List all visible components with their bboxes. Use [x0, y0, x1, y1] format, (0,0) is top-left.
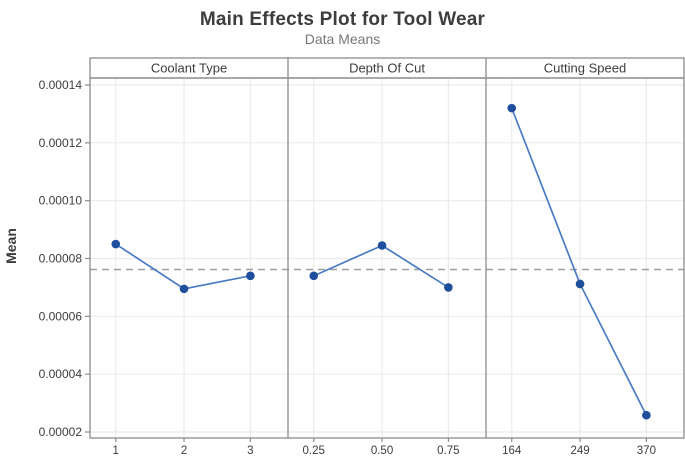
data-point [444, 283, 453, 292]
x-tick-label: 0.25 [303, 445, 325, 457]
panel-header-label: Depth Of Cut [349, 61, 425, 76]
chart-title: Main Effects Plot for Tool Wear [199, 9, 486, 30]
y-tick-label: 0.00006 [39, 309, 83, 323]
data-point [111, 239, 121, 249]
chart-subtitle: Data Means [304, 31, 381, 47]
x-tick-label: 249 [570, 445, 589, 457]
data-point [246, 271, 255, 281]
panel-header-label: Cutting Speed [544, 61, 626, 76]
series-line [313, 244, 449, 289]
x-tick-label: 3 [247, 445, 253, 457]
series-line [510, 107, 648, 416]
data-point [642, 410, 651, 420]
data-point [179, 284, 189, 294]
y-tick-label: 0.00014 [39, 78, 83, 92]
y-axis-title: Mean [3, 228, 19, 264]
x-tick-label: 0.50 [371, 445, 393, 457]
data-point [377, 241, 387, 250]
data-point [507, 103, 517, 113]
x-tick-label: 0.75 [437, 445, 459, 457]
y-tick-label: 0.00004 [39, 367, 83, 381]
y-tick-label: 0.00012 [39, 136, 83, 150]
x-tick-label: 164 [502, 445, 522, 457]
y-tick-label: 0.00010 [39, 194, 83, 208]
x-tick-label: 2 [181, 445, 187, 457]
x-tick-label: 1 [113, 445, 119, 457]
y-tick-label: 0.00008 [39, 252, 83, 266]
y-tick-label: 0.00002 [39, 425, 83, 439]
data-point [309, 271, 319, 281]
x-tick-label: 370 [637, 445, 656, 457]
panel-header-label: Coolant Type [151, 61, 227, 76]
data-point [575, 279, 585, 289]
series-line [115, 243, 251, 290]
